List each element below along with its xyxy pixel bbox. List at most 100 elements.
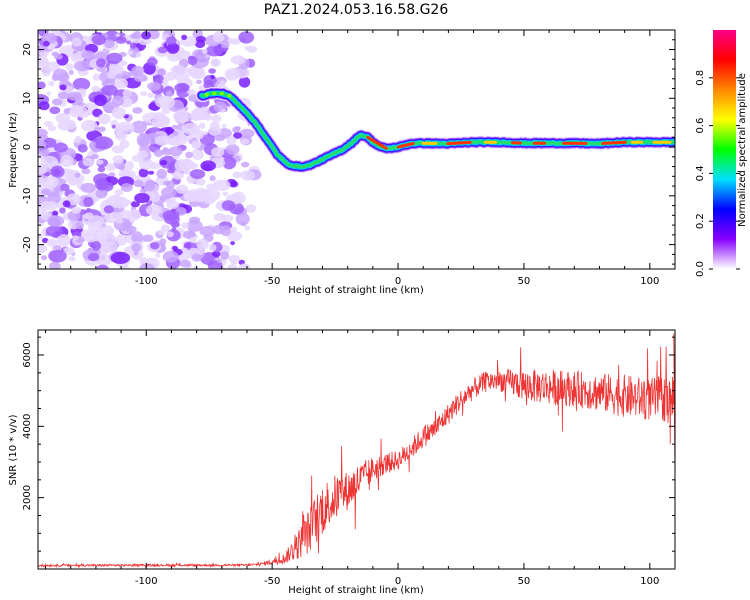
noise-blob bbox=[38, 128, 48, 138]
noise-blob bbox=[238, 76, 251, 88]
noise-blob bbox=[154, 135, 170, 146]
noise-blob bbox=[74, 172, 81, 178]
noise-blob bbox=[230, 260, 237, 265]
noise-blob bbox=[111, 95, 125, 107]
x-tick-label: 100 bbox=[640, 576, 659, 587]
noise-blob bbox=[115, 33, 121, 38]
noise-blob bbox=[127, 50, 134, 55]
noise-blob bbox=[185, 151, 194, 159]
noise-blob bbox=[222, 191, 229, 196]
noise-blob bbox=[193, 143, 200, 149]
frequency-ridge bbox=[195, 87, 675, 174]
x-tick-label: -100 bbox=[135, 276, 158, 287]
snr-ticks: -100 -50 0 50 100 2000 4000 6000 bbox=[22, 330, 676, 587]
noise-blob bbox=[221, 200, 236, 211]
noise-blob bbox=[77, 176, 83, 182]
noise-blob bbox=[147, 82, 161, 91]
noise-blob bbox=[131, 231, 144, 244]
noise-blob bbox=[211, 251, 221, 257]
noise-blob bbox=[129, 42, 137, 49]
noise-blob bbox=[92, 73, 101, 81]
noise-blob bbox=[245, 204, 257, 213]
snr-series-line bbox=[38, 333, 675, 569]
noise-blob bbox=[209, 175, 216, 182]
noise-blob bbox=[40, 255, 48, 261]
noise-blob bbox=[126, 40, 132, 45]
noise-blob bbox=[155, 95, 176, 109]
y-tick-label: -10 bbox=[22, 188, 33, 204]
noise-blob bbox=[186, 89, 196, 95]
noise-blob bbox=[136, 133, 150, 146]
noise-blob bbox=[241, 161, 250, 168]
noise-blob bbox=[139, 188, 147, 194]
figure-title: PAZ1.2024.053.16.58.G26 bbox=[264, 2, 449, 18]
noise-blob bbox=[40, 149, 50, 157]
noise-blob bbox=[147, 92, 154, 98]
noise-blob bbox=[157, 230, 166, 236]
noise-blob bbox=[56, 234, 71, 247]
ridge-peak bbox=[601, 140, 627, 145]
noise-blob bbox=[124, 172, 131, 178]
noise-blob bbox=[222, 214, 234, 222]
noise-blob bbox=[63, 247, 75, 255]
noise-blob bbox=[38, 81, 46, 90]
noise-blob bbox=[190, 111, 201, 122]
noise-blob bbox=[69, 106, 81, 118]
noise-blob bbox=[203, 80, 215, 90]
noise-blob bbox=[156, 168, 167, 179]
colorbar: 0.0 0.2 0.4 0.6 0.8 Normalized spectral ampl… bbox=[695, 30, 748, 277]
noise-blob bbox=[107, 70, 117, 80]
y-tick-label: 6000 bbox=[22, 342, 33, 367]
noise-blob bbox=[134, 192, 150, 204]
noise-blob bbox=[110, 251, 131, 264]
colorbar-tick-label: 0.8 bbox=[695, 70, 706, 86]
noise-blob bbox=[48, 81, 55, 87]
noise-blob bbox=[200, 160, 216, 172]
noise-blob bbox=[42, 176, 59, 189]
noise-blob bbox=[181, 34, 188, 40]
noise-blob bbox=[93, 136, 114, 150]
noise-blob bbox=[244, 46, 250, 51]
noise-blob bbox=[208, 244, 217, 252]
noise-blob bbox=[120, 183, 133, 192]
noise-blob bbox=[175, 184, 188, 194]
colorbar-tick-label: 0.0 bbox=[695, 261, 706, 277]
noise-blob bbox=[119, 60, 128, 67]
noise-blob bbox=[116, 121, 135, 135]
noise-blob bbox=[122, 89, 133, 98]
noise-blob bbox=[137, 150, 149, 159]
noise-blob bbox=[181, 222, 190, 229]
noise-blob bbox=[38, 245, 43, 253]
noise-blob bbox=[179, 83, 189, 92]
noise-blob bbox=[194, 193, 206, 203]
noise-blob bbox=[57, 120, 70, 131]
noise-blob bbox=[46, 215, 65, 227]
noise-blob bbox=[71, 206, 82, 214]
noise-blob bbox=[91, 154, 99, 160]
noise-blob bbox=[91, 85, 101, 92]
noise-blob bbox=[187, 65, 204, 78]
noise-blob bbox=[106, 52, 123, 65]
noise-blob bbox=[47, 191, 61, 204]
noise-blob bbox=[228, 254, 241, 263]
noise-blob bbox=[167, 51, 182, 62]
noise-blob bbox=[38, 57, 49, 66]
noise-blob bbox=[189, 236, 197, 244]
noise-blob bbox=[224, 68, 240, 81]
noise-blob bbox=[70, 53, 82, 63]
noise-blob bbox=[131, 120, 147, 134]
noise-blob bbox=[235, 212, 250, 226]
noise-blob bbox=[44, 120, 53, 127]
noise-blob bbox=[55, 113, 71, 124]
spectrogram-frame bbox=[37, 29, 676, 270]
noise-blob bbox=[130, 200, 140, 208]
noise-blob bbox=[230, 55, 246, 65]
noise-blob bbox=[229, 226, 237, 233]
snr-panel: -100 -50 0 50 100 2000 4000 6000 Height of stra… bbox=[8, 329, 676, 596]
noise-blob bbox=[150, 192, 161, 203]
noise-blob bbox=[59, 84, 67, 91]
noise-blob bbox=[195, 35, 206, 43]
snr-frame bbox=[37, 329, 676, 570]
noise-blob bbox=[226, 136, 237, 146]
noise-blob bbox=[159, 159, 168, 166]
